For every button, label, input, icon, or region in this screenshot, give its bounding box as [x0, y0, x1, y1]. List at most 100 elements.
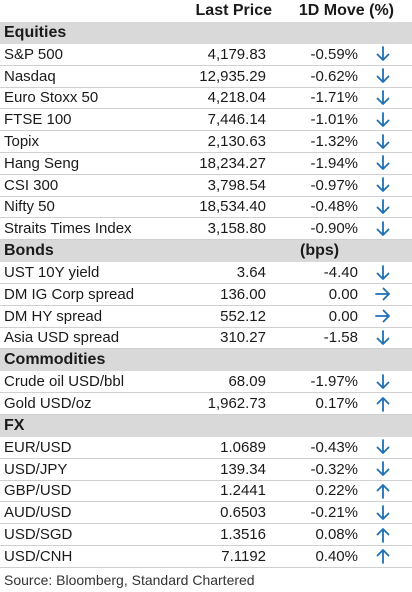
- arrow-right-icon: [358, 308, 408, 324]
- arrow-up-icon: [358, 483, 408, 499]
- source-note: Source: Bloomberg, Standard Chartered: [4, 571, 255, 588]
- daily-move: -1.71%: [310, 89, 358, 107]
- table-row: FTSE 100 7,446.14 -1.01%: [0, 109, 412, 132]
- daily-move: -0.48%: [310, 198, 358, 216]
- last-price: 4,179.83: [207, 45, 266, 63]
- last-price: 3,158.80: [207, 220, 266, 238]
- table-row: Straits Times Index 3,158.80 -0.90%: [0, 218, 412, 241]
- table-body: Equities S&P 500 4,179.83 -0.59% Nasdaq 12,93…: [0, 22, 412, 568]
- daily-move: -0.90%: [310, 220, 358, 238]
- section-header: Equities: [0, 22, 412, 44]
- table-row: CSI 300 3,798.54 -0.97%: [0, 175, 412, 197]
- table-row: USD/JPY 139.34 -0.32%: [0, 459, 412, 481]
- arrow-down-icon: [358, 177, 408, 193]
- daily-move: 0.17%: [315, 395, 358, 413]
- table-row: UST 10Y yield 3.64 -4.40: [0, 262, 412, 284]
- arrow-down-icon: [358, 90, 408, 106]
- last-price: 2,130.63: [207, 133, 266, 151]
- section-bonds: Bonds (bps) UST 10Y yield 3.64 -4.40 DM IG Co…: [0, 240, 412, 350]
- table-row: S&P 500 4,179.83 -0.59%: [0, 44, 412, 66]
- header-1d-move: 1D Move (%): [298, 2, 394, 19]
- last-price: 3.64: [236, 264, 266, 282]
- instrument-name: Straits Times Index: [4, 220, 132, 238]
- section-commodities: Commodities Crude oil USD/bbl 68.09 -1.97% G…: [0, 349, 412, 415]
- daily-move: -1.97%: [310, 373, 358, 391]
- daily-move: -0.43%: [310, 438, 358, 456]
- daily-move: -0.97%: [310, 176, 358, 194]
- table-row: Hang Seng 18,234.27 -1.94%: [0, 153, 412, 175]
- arrow-down-icon: [358, 264, 408, 281]
- instrument-name: Crude oil USD/bbl: [4, 373, 125, 391]
- daily-move: -1.01%: [310, 111, 358, 129]
- arrow-up-icon: [358, 527, 408, 543]
- table-row: DM IG Corp spread 136.00 0.00: [0, 284, 412, 306]
- last-price: 18,534.40: [199, 198, 266, 216]
- arrow-down-icon: [358, 330, 408, 346]
- section-fx: FX EUR/USD 1.0689 -0.43% USD/JPY 139.34 -0.32%…: [0, 414, 412, 568]
- instrument-name: EUR/USD: [4, 438, 72, 456]
- table-row: Crude oil USD/bbl 68.09 -1.97%: [0, 371, 412, 394]
- section-title: Equities: [4, 24, 67, 41]
- last-price: 7.1192: [221, 547, 266, 565]
- daily-move: 0.00: [328, 307, 358, 325]
- instrument-name: Euro Stoxx 50: [4, 89, 99, 107]
- table-row: EUR/USD 1.0689 -0.43%: [0, 437, 412, 459]
- daily-move: -0.32%: [310, 460, 358, 478]
- table-row: Asia USD spread 310.27 -1.58: [0, 328, 412, 350]
- arrow-down-icon: [358, 68, 408, 84]
- instrument-name: USD/JPY: [4, 460, 68, 478]
- table-row: Gold USD/oz 1,962.73 0.17%: [0, 393, 412, 415]
- last-price: 3,798.54: [207, 176, 266, 194]
- instrument-name: DM IG Corp spread: [4, 285, 135, 303]
- arrow-down-icon: [358, 133, 408, 150]
- instrument-name: USD/SGD: [4, 526, 73, 544]
- table-row: Topix 2,130.63 -1.32%: [0, 131, 412, 153]
- arrow-up-icon: [358, 396, 408, 412]
- arrow-up-icon: [358, 548, 408, 565]
- instrument-name: Topix: [4, 133, 40, 151]
- last-price: 136.00: [220, 285, 266, 303]
- table-row: Euro Stoxx 50 4,218.04 -1.71%: [0, 88, 412, 110]
- daily-move: 0.22%: [315, 482, 358, 500]
- last-price: 310.27: [220, 329, 266, 347]
- daily-move: -1.94%: [310, 154, 358, 172]
- last-price: 18,234.27: [199, 154, 266, 172]
- instrument-name: GBP/USD: [4, 482, 72, 500]
- section-title: Bonds: [4, 242, 54, 260]
- instrument-name: USD/CNH: [4, 547, 73, 565]
- instrument-name: Nifty 50: [4, 198, 55, 216]
- instrument-name: Asia USD spread: [4, 329, 120, 347]
- daily-move: -0.62%: [310, 67, 358, 85]
- last-price: 68.09: [228, 373, 266, 391]
- last-price: 4,218.04: [207, 89, 266, 107]
- section-title: Commodities: [4, 351, 106, 369]
- instrument-name: Gold USD/oz: [4, 395, 92, 413]
- table-row: Nifty 50 18,534.40 -0.48%: [0, 197, 412, 219]
- table-row: AUD/USD 0.6503 -0.21%: [0, 502, 412, 525]
- daily-move: -1.58: [323, 329, 358, 347]
- daily-move: 0.40%: [315, 547, 358, 565]
- section-title: FX: [4, 416, 25, 434]
- instrument-name: S&P 500: [4, 45, 63, 63]
- table-row: GBP/USD 1.2441 0.22%: [0, 481, 412, 503]
- arrow-down-icon: [358, 461, 408, 477]
- daily-move: -1.32%: [310, 133, 358, 151]
- last-price: 1.2441: [220, 482, 266, 500]
- last-price: 0.6503: [220, 504, 266, 522]
- last-price: 139.34: [220, 460, 266, 478]
- section-header: Bonds (bps): [0, 240, 412, 263]
- daily-move: -4.40: [323, 264, 358, 282]
- instrument-name: CSI 300: [4, 176, 59, 194]
- last-price: 552.12: [220, 307, 266, 325]
- instrument-name: UST 10Y yield: [4, 264, 100, 282]
- arrow-down-icon: [358, 373, 408, 390]
- arrow-down-icon: [358, 199, 408, 215]
- section-header: FX: [0, 414, 412, 437]
- table-row: USD/CNH 7.1192 0.40%: [0, 546, 412, 568]
- daily-move: -0.59%: [310, 45, 358, 63]
- last-price: 7,446.14: [207, 111, 266, 129]
- arrow-down-icon: [358, 111, 408, 128]
- arrow-down-icon: [358, 155, 408, 171]
- instrument-name: DM HY spread: [4, 307, 103, 325]
